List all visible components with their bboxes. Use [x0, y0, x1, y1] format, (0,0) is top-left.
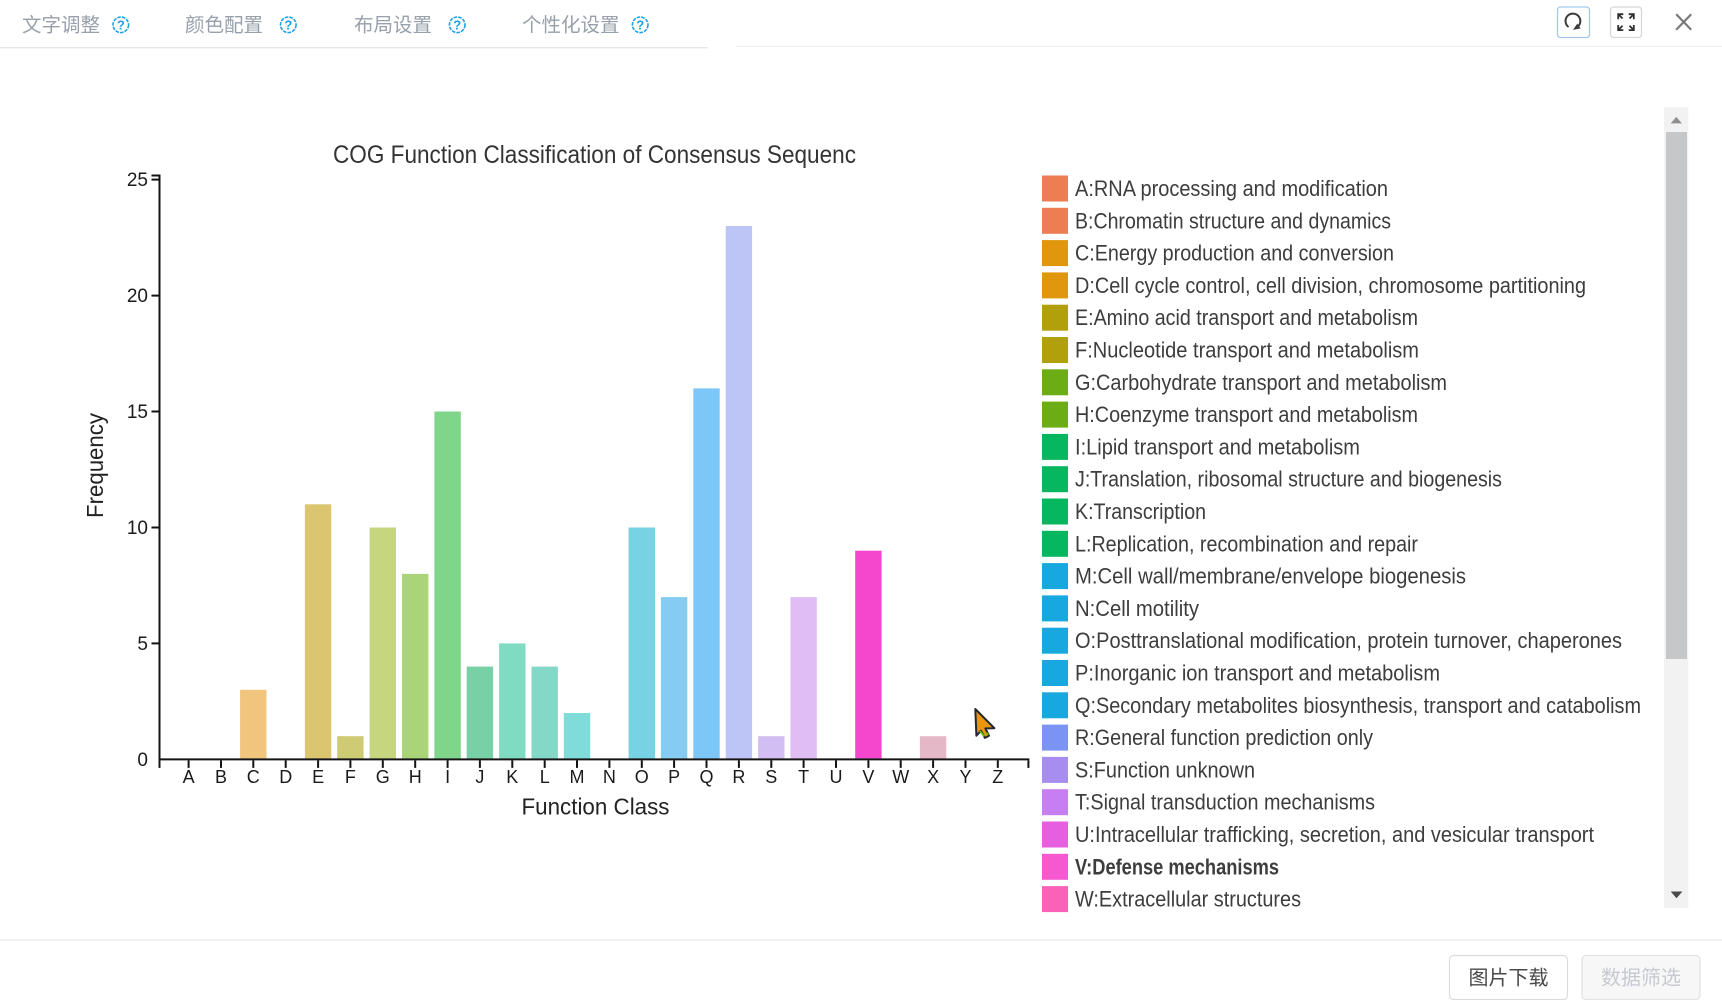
- svg-text:0: 0: [137, 750, 148, 771]
- svg-text:Y: Y: [959, 767, 971, 787]
- svg-text:?: ?: [636, 18, 644, 33]
- svg-text:G:Carbohydrate transport and m: G:Carbohydrate transport and metabolism: [1075, 370, 1447, 395]
- svg-text:H:Coenzyme transport and metab: H:Coenzyme transport and metabolism: [1075, 402, 1418, 427]
- svg-text:C: C: [247, 767, 260, 787]
- svg-text:H: H: [409, 767, 422, 787]
- svg-text:N: N: [603, 767, 616, 787]
- svg-text:L:Replication, recombination a: L:Replication, recombination and repair: [1075, 531, 1418, 556]
- svg-text:J: J: [475, 767, 484, 787]
- svg-text:X: X: [927, 767, 939, 787]
- svg-text:I: I: [445, 767, 450, 787]
- svg-text:P: P: [668, 767, 680, 787]
- svg-text:20: 20: [127, 286, 148, 307]
- svg-text:A: A: [183, 767, 195, 787]
- svg-text:W: W: [892, 767, 909, 787]
- svg-text:Function Class: Function Class: [522, 794, 670, 820]
- svg-text:?: ?: [284, 18, 292, 33]
- svg-text:布局设置: 布局设置: [354, 15, 432, 37]
- svg-text:K:Transcription: K:Transcription: [1075, 499, 1206, 524]
- svg-text:K: K: [506, 767, 518, 787]
- svg-text:A:RNA processing and modificat: A:RNA processing and modification: [1075, 176, 1388, 201]
- svg-text:25: 25: [127, 170, 148, 191]
- svg-text:10: 10: [127, 518, 148, 539]
- svg-text:?: ?: [453, 18, 461, 33]
- svg-text:J:Translation, ribosomal struc: J:Translation, ribosomal structure and b…: [1075, 467, 1502, 492]
- svg-text:P:Inorganic ion transport and: P:Inorganic ion transport and metabolism: [1075, 661, 1440, 686]
- svg-text:G: G: [376, 767, 390, 787]
- svg-text:数据筛选: 数据筛选: [1601, 967, 1681, 990]
- svg-text:F:Nucleotide transport and met: F:Nucleotide transport and metabolism: [1075, 338, 1419, 363]
- svg-text:R: R: [732, 767, 745, 787]
- svg-text:F: F: [345, 767, 356, 787]
- svg-text:V:Defense mechanisms: V:Defense mechanisms: [1075, 854, 1279, 879]
- svg-text:Frequency: Frequency: [82, 413, 108, 518]
- svg-text:B:Chromatin structure and dyna: B:Chromatin structure and dynamics: [1075, 208, 1391, 233]
- svg-text:Q: Q: [699, 767, 713, 787]
- svg-text:N:Cell motility: N:Cell motility: [1075, 596, 1199, 621]
- svg-text:15: 15: [127, 402, 148, 423]
- svg-text:B: B: [215, 767, 227, 787]
- svg-text:R:General function prediction: R:General function prediction only: [1075, 725, 1373, 750]
- svg-text:D: D: [279, 767, 292, 787]
- svg-text:文字调整: 文字调整: [22, 15, 100, 37]
- svg-text:S:Function unknown: S:Function unknown: [1075, 757, 1255, 782]
- svg-text:5: 5: [137, 634, 148, 655]
- svg-text:O:Posttranslational modificati: O:Posttranslational modification, protei…: [1075, 628, 1622, 653]
- svg-text:U:Intracellular trafficking, s: U:Intracellular trafficking, secretion, …: [1075, 822, 1594, 847]
- svg-text:M:Cell wall/membrane/envelope: M:Cell wall/membrane/envelope biogenesis: [1075, 564, 1466, 589]
- svg-text:W:Extracellular structures: W:Extracellular structures: [1075, 887, 1301, 912]
- svg-text:I:Lipid transport and metaboli: I:Lipid transport and metabolism: [1075, 434, 1360, 459]
- svg-text:D:Cell cycle control, cell div: D:Cell cycle control, cell division, chr…: [1075, 273, 1586, 298]
- svg-text:颜色配置: 颜色配置: [185, 15, 263, 37]
- svg-text:T: T: [798, 767, 809, 787]
- svg-text:S: S: [765, 767, 777, 787]
- svg-text:?: ?: [117, 18, 125, 33]
- svg-text:T:Signal transduction mechanis: T:Signal transduction mechanisms: [1075, 790, 1375, 815]
- svg-text:COG Function Classification of: COG Function Classification of Consensus…: [333, 141, 856, 169]
- svg-text:个性化设置: 个性化设置: [522, 15, 620, 37]
- svg-text:E:Amino acid transport and met: E:Amino acid transport and metabolism: [1075, 305, 1418, 330]
- svg-text:Z: Z: [992, 767, 1003, 787]
- svg-text:U: U: [830, 767, 843, 787]
- svg-text:E: E: [312, 767, 324, 787]
- svg-text:V: V: [862, 767, 874, 787]
- svg-text:M: M: [570, 767, 585, 787]
- svg-text:L: L: [540, 767, 550, 787]
- svg-text:图片下载: 图片下载: [1469, 967, 1549, 990]
- svg-text:C:Energy production and conver: C:Energy production and conversion: [1075, 241, 1394, 266]
- svg-text:O: O: [635, 767, 649, 787]
- svg-text:Q:Secondary metabolites biosyn: Q:Secondary metabolites biosynthesis, tr…: [1075, 693, 1641, 718]
